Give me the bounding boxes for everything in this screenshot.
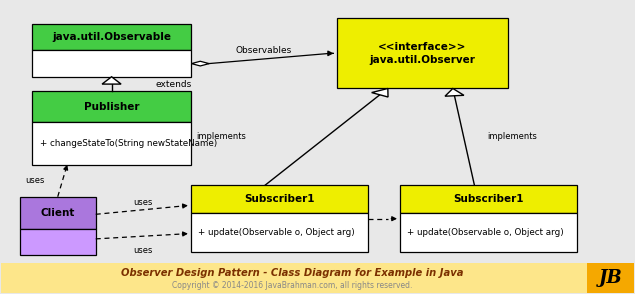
Bar bbox=[20, 197, 96, 229]
Bar bbox=[32, 122, 190, 165]
Text: uses: uses bbox=[25, 176, 45, 185]
Polygon shape bbox=[191, 61, 209, 66]
Bar bbox=[400, 213, 577, 252]
Text: + update(Observable o, Object arg): + update(Observable o, Object arg) bbox=[198, 228, 355, 237]
Text: java.util.Observable: java.util.Observable bbox=[52, 32, 171, 42]
Bar bbox=[32, 51, 190, 77]
Bar bbox=[32, 24, 190, 51]
Bar bbox=[32, 91, 190, 122]
Bar bbox=[587, 263, 634, 293]
Bar bbox=[337, 18, 507, 88]
Text: Publisher: Publisher bbox=[84, 102, 139, 112]
Text: <<interface>>
java.util.Observer: <<interface>> java.util.Observer bbox=[369, 42, 475, 65]
Text: Subscriber1: Subscriber1 bbox=[244, 194, 315, 204]
Polygon shape bbox=[102, 77, 121, 84]
Bar bbox=[190, 213, 368, 252]
Bar bbox=[190, 185, 368, 213]
Polygon shape bbox=[445, 88, 464, 96]
Text: + update(Observable o, Object arg): + update(Observable o, Object arg) bbox=[408, 228, 565, 237]
Text: Observables: Observables bbox=[236, 46, 291, 55]
Text: extends: extends bbox=[156, 80, 192, 88]
Text: + changeStateTo(String newStateName): + changeStateTo(String newStateName) bbox=[40, 139, 217, 148]
Text: Copyright © 2014-2016 JavaBrahman.com, all rights reserved.: Copyright © 2014-2016 JavaBrahman.com, a… bbox=[172, 281, 412, 290]
Text: Client: Client bbox=[41, 208, 75, 218]
Polygon shape bbox=[371, 88, 388, 97]
Text: uses: uses bbox=[133, 198, 153, 207]
Bar bbox=[1, 263, 587, 293]
Text: Observer Design Pattern - Class Diagram for Example in Java: Observer Design Pattern - Class Diagram … bbox=[121, 268, 464, 278]
Text: JB: JB bbox=[599, 269, 623, 287]
Text: uses: uses bbox=[133, 246, 153, 255]
Text: implements: implements bbox=[196, 132, 246, 141]
Bar bbox=[20, 229, 96, 255]
Text: Subscriber1: Subscriber1 bbox=[453, 194, 524, 204]
Text: implements: implements bbox=[488, 132, 537, 141]
Bar bbox=[400, 185, 577, 213]
